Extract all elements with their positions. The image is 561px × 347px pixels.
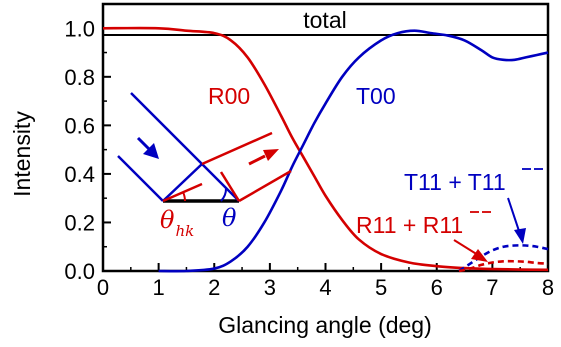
x-tick-label: 4 [319, 275, 331, 300]
x-tick-label: 1 [153, 275, 165, 300]
series-line-r11-r11 [458, 259, 549, 273]
y-tick-label: 0.8 [64, 65, 95, 90]
series-line-r00 [102, 26, 549, 272]
reflected-beam-lower [238, 169, 292, 203]
incident-arrow-head [143, 143, 159, 159]
x-tick-label: 2 [208, 275, 220, 300]
reflected-wavefront [219, 171, 241, 202]
series-layer [102, 26, 549, 273]
y-tick-label: 0.6 [64, 113, 95, 138]
y-tick-label: 1.0 [64, 16, 95, 41]
r11-pointer-head [471, 249, 488, 262]
y-tick-label: 0.0 [64, 259, 95, 284]
panel-title: total [303, 7, 346, 33]
x-axis-title: Glancing angle (deg) [218, 312, 432, 338]
r11-pointer [453, 239, 479, 256]
x-tick-label: 6 [431, 275, 443, 300]
y-axis-ticks: 0.0 0.2 0.4 0.6 0.8 1.0 [64, 16, 111, 284]
theta-hk-arc [182, 191, 186, 202]
t11-pointer [507, 197, 521, 235]
theta-arc [220, 187, 227, 202]
y-tick-label: 0.2 [64, 210, 95, 235]
incident-beam-arrow [136, 136, 152, 152]
r11-label: R11 + R11 [356, 212, 463, 238]
transmitted-beam-short [201, 163, 240, 202]
reflected-arrow-head [263, 149, 279, 161]
series-line-t11-t11 [458, 244, 549, 273]
theta-label: θ [222, 204, 237, 232]
x-tick-label: 0 [97, 275, 109, 300]
reflected-beam-arrow [248, 154, 266, 166]
x-tick-label: 8 [542, 275, 554, 300]
reflected-beam-upper [201, 131, 273, 166]
y-tick-label: 0.4 [64, 162, 95, 187]
incident-wavefront [162, 163, 203, 202]
t11-pointer-head [514, 228, 526, 244]
t11-label: T11 + T11 [404, 169, 506, 195]
t00-label: T00 [356, 83, 396, 109]
incident-beam-lower [130, 92, 203, 165]
x-axis-ticks: 0 1 2 3 4 5 6 7 8 [97, 263, 554, 300]
y-axis-title: Intensity [9, 111, 35, 197]
incident-beam-upper [117, 155, 164, 202]
scattering-geometry-inset: θhk θ [117, 92, 292, 240]
r00-label: R00 [208, 83, 250, 109]
x-tick-label: 3 [264, 275, 276, 300]
x-tick-label: 7 [486, 275, 498, 300]
series-line-t00 [158, 29, 549, 273]
theta-hk-label: θhk [160, 206, 194, 240]
x-tick-label: 5 [375, 275, 387, 300]
